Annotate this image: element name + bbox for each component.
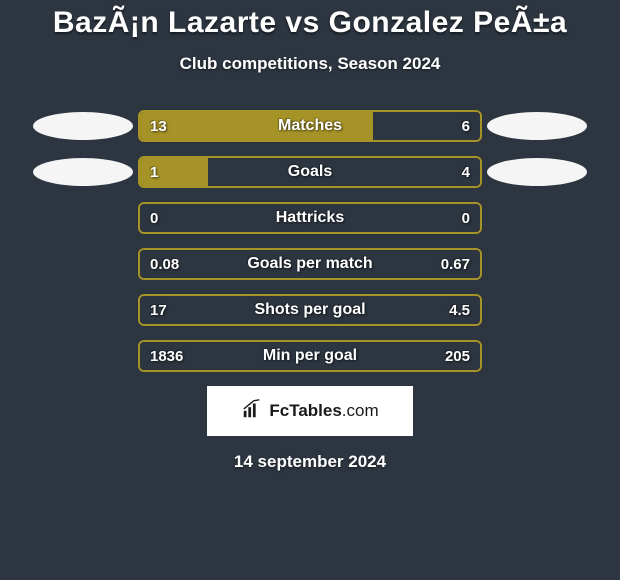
- player-badge-right: [487, 112, 587, 140]
- player-badge-right: [487, 158, 587, 186]
- value-right: 4.5: [449, 296, 470, 324]
- stat-bar: 17Shots per goal4.5: [138, 294, 482, 326]
- page-title: BazÃ¡n Lazarte vs Gonzalez PeÃ±a: [0, 6, 620, 40]
- stat-label: Min per goal: [140, 342, 480, 370]
- stat-label: Shots per goal: [140, 296, 480, 324]
- logo-icon: [241, 398, 263, 425]
- value-right: 0: [462, 204, 470, 232]
- stat-row: 0Hattricks0: [0, 202, 620, 234]
- value-right: 205: [445, 342, 470, 370]
- stats-list: 13Matches6 1Goals4 0Hattricks0 0.08Goals pe…: [0, 110, 620, 372]
- right-badge-slot: [482, 112, 592, 140]
- stat-label: Goals per match: [140, 250, 480, 278]
- left-badge-slot: [28, 158, 138, 186]
- value-right: 4: [462, 158, 470, 186]
- stat-row: 1Goals4: [0, 156, 620, 188]
- stat-row: 17Shots per goal4.5: [0, 294, 620, 326]
- stat-row: 1836Min per goal205: [0, 340, 620, 372]
- stat-bar: 0.08Goals per match0.67: [138, 248, 482, 280]
- stat-row: 13Matches6: [0, 110, 620, 142]
- date-text: 14 september 2024: [0, 452, 620, 472]
- stat-row: 0.08Goals per match0.67: [0, 248, 620, 280]
- subtitle: Club competitions, Season 2024: [0, 54, 620, 74]
- left-badge-slot: [28, 112, 138, 140]
- stat-bar: 0Hattricks0: [138, 202, 482, 234]
- comparison-card: BazÃ¡n Lazarte vs Gonzalez PeÃ±a Club co…: [0, 0, 620, 580]
- logo-box[interactable]: FcTables.com: [207, 386, 413, 436]
- player-badge-left: [33, 112, 133, 140]
- stat-label: Hattricks: [140, 204, 480, 232]
- logo-text: FcTables.com: [269, 401, 378, 421]
- logo-brand: FcTables: [269, 401, 341, 420]
- stat-label: Matches: [140, 112, 480, 140]
- stat-bar: 13Matches6: [138, 110, 482, 142]
- stat-bar: 1836Min per goal205: [138, 340, 482, 372]
- stat-label: Goals: [140, 158, 480, 186]
- logo-suffix: .com: [342, 401, 379, 420]
- value-right: 6: [462, 112, 470, 140]
- stat-bar: 1Goals4: [138, 156, 482, 188]
- player-badge-left: [33, 158, 133, 186]
- right-badge-slot: [482, 158, 592, 186]
- value-right: 0.67: [441, 250, 470, 278]
